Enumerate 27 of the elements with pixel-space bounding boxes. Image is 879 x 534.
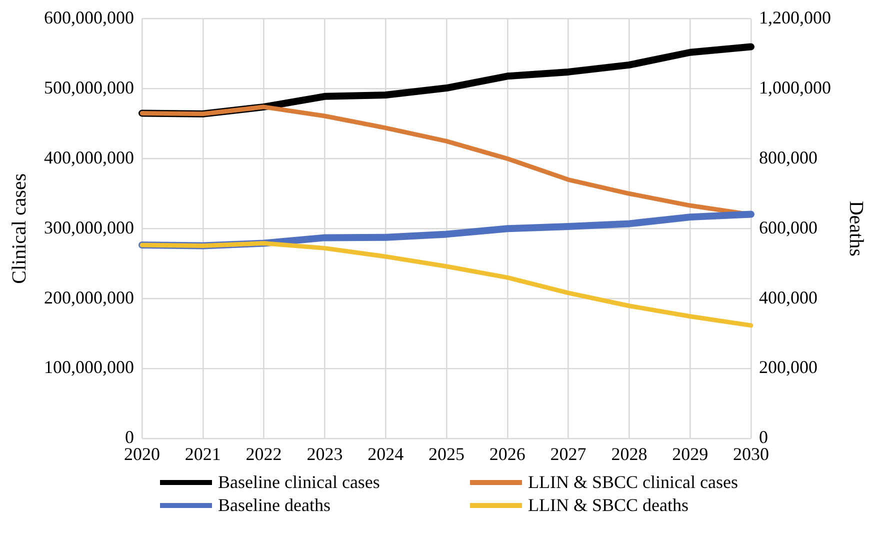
x-tick-label: 2024 [368,444,404,464]
y2-tick-label: 800,000 [759,147,818,168]
y-tick-label: 600,000,000 [44,8,134,28]
y-tick-label: 300,000,000 [44,217,134,238]
y-axis-title: Clinical cases [8,173,30,284]
y2-tick-label: 600,000 [759,217,818,238]
y2-tick-label: 200,000 [759,357,818,378]
x-tick-label: 2026 [489,444,526,464]
x-tick-label: 2021 [184,444,221,464]
x-tick-label: 2028 [611,444,648,464]
legend-label: LLIN & SBCC clinical cases [528,472,738,493]
legend-label: Baseline clinical cases [218,472,380,493]
legend-label: LLIN & SBCC deaths [528,495,688,516]
x-tick-label: 2025 [428,444,464,464]
x-tick-label: 2023 [306,444,343,464]
x-tick-label: 2027 [550,444,586,464]
y-tick-label: 400,000,000 [44,147,134,168]
y2-tick-label: 1,200,000 [759,8,831,28]
y2-tick-label: 400,000 [759,287,818,308]
y-tick-label: 200,000,000 [44,287,134,308]
x-tick-label: 2029 [672,444,708,464]
y-tick-label: 500,000,000 [44,77,134,98]
y2-tick-label: 1,000,000 [759,77,831,98]
x-tick-label: 2022 [246,444,282,464]
legend-label: Baseline deaths [218,495,330,516]
y-tick-label: 100,000,000 [44,357,134,378]
y2-axis-title: Deaths [844,200,867,257]
